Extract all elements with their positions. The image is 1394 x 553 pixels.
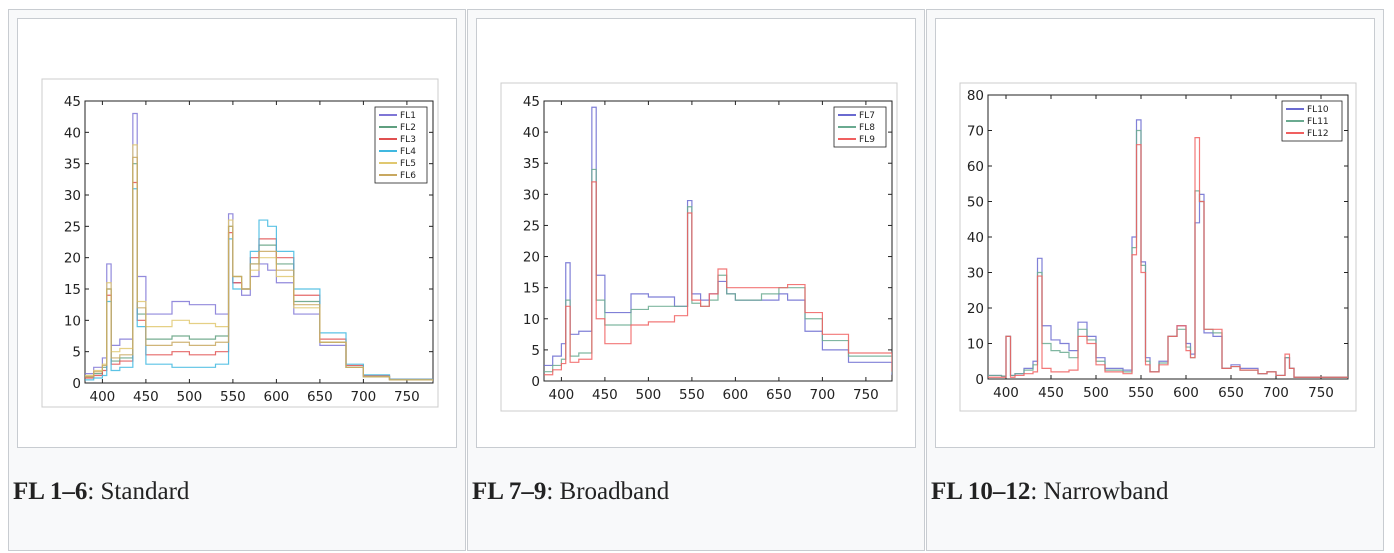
chart-thumbnail-narrowband[interactable]: 0 10 20 30 40 50 60 70 80 400 450 500 550 600 650 700 75… bbox=[935, 18, 1375, 448]
series-line-fl9 bbox=[544, 181, 892, 376]
spectrum-chart-broadband: 0 5 10 15 20 25 30 35 40 45 400 450 500 550 600 650 700 7… bbox=[500, 82, 898, 412]
y-tick-label: 25 bbox=[523, 218, 540, 234]
x-tick-label: 550 bbox=[220, 389, 246, 405]
x-tick-label: 450 bbox=[1038, 385, 1064, 401]
caption-standard: FL 1–6: Standard bbox=[9, 478, 465, 506]
caption-title: FL 7–9 bbox=[472, 478, 547, 505]
spectrum-chart-standard: 0 5 10 15 20 25 30 35 40 45 400 450 500 550 600 650 700 7… bbox=[41, 78, 439, 408]
legend-label: FL6 bbox=[400, 171, 416, 181]
x-tick-label: 700 bbox=[810, 387, 836, 403]
legend-label: FL4 bbox=[400, 147, 416, 157]
caption-title: FL 1–6 bbox=[13, 478, 88, 505]
y-tick-label: 35 bbox=[523, 156, 540, 172]
y-tick-label: 40 bbox=[523, 125, 540, 141]
x-tick-label: 450 bbox=[133, 389, 159, 405]
legend-label: FL7 bbox=[859, 111, 875, 121]
gallery-box-narrowband: 0 10 20 30 40 50 60 70 80 400 450 500 550 600 650 700 75… bbox=[926, 9, 1384, 551]
x-tick-label: 550 bbox=[1128, 385, 1154, 401]
y-tick-label: 40 bbox=[64, 125, 81, 141]
x-tick-label: 400 bbox=[993, 385, 1019, 401]
y-tick-label: 0 bbox=[531, 374, 540, 390]
x-tick-label: 650 bbox=[307, 389, 333, 405]
x-tick-label: 700 bbox=[351, 389, 377, 405]
caption-title: FL 10–12 bbox=[931, 478, 1031, 505]
chart-thumbnail-standard[interactable]: 0 5 10 15 20 25 30 35 40 45 400 450 500 550 600 650 700 7… bbox=[17, 18, 457, 448]
y-tick-label: 60 bbox=[967, 159, 984, 175]
x-tick-label: 400 bbox=[90, 389, 116, 405]
y-tick-label: 5 bbox=[72, 345, 81, 361]
y-tick-label: 70 bbox=[967, 124, 984, 140]
legend-label: FL11 bbox=[1307, 117, 1329, 127]
legend-label: FL2 bbox=[400, 123, 416, 133]
x-tick-label: 600 bbox=[1173, 385, 1199, 401]
chart-thumbnail-broadband[interactable]: 0 5 10 15 20 25 30 35 40 45 400 450 500 550 600 650 700 7… bbox=[476, 18, 916, 448]
y-tick-label: 30 bbox=[64, 188, 81, 204]
y-tick-label: 5 bbox=[531, 343, 540, 359]
gallery-box-broadband: 0 5 10 15 20 25 30 35 40 45 400 450 500 550 600 650 700 7… bbox=[467, 9, 925, 551]
x-tick-label: 500 bbox=[1083, 385, 1109, 401]
series-line-fl6 bbox=[85, 156, 433, 382]
caption-text: : Narrowband bbox=[1030, 478, 1169, 505]
series-line-fl12 bbox=[988, 137, 1348, 378]
spectrum-chart-narrowband: 0 10 20 30 40 50 60 70 80 400 450 500 550 600 650 700 75… bbox=[959, 82, 1357, 412]
y-tick-label: 0 bbox=[72, 376, 81, 392]
legend-label: FL8 bbox=[859, 123, 875, 133]
x-tick-label: 450 bbox=[592, 387, 618, 403]
y-tick-label: 10 bbox=[523, 312, 540, 328]
caption-narrowband: FL 10–12: Narrowband bbox=[927, 478, 1383, 506]
y-tick-label: 40 bbox=[967, 230, 984, 246]
legend-label: FL5 bbox=[400, 159, 416, 169]
x-tick-label: 650 bbox=[766, 387, 792, 403]
y-tick-label: 45 bbox=[523, 94, 540, 110]
y-tick-label: 20 bbox=[523, 250, 540, 266]
x-tick-label: 550 bbox=[679, 387, 705, 403]
y-tick-label: 80 bbox=[967, 88, 984, 104]
y-tick-label: 20 bbox=[967, 301, 984, 317]
plot-area bbox=[987, 94, 1349, 380]
series-line-fl7 bbox=[544, 106, 892, 375]
y-tick-label: 10 bbox=[967, 337, 984, 353]
caption-text: : Broadband bbox=[546, 478, 670, 505]
legend-label: FL10 bbox=[1307, 105, 1329, 115]
y-tick-label: 25 bbox=[64, 219, 81, 235]
legend-label: FL3 bbox=[400, 135, 416, 145]
x-tick-label: 500 bbox=[177, 389, 203, 405]
y-tick-label: 0 bbox=[975, 372, 984, 388]
x-tick-label: 400 bbox=[549, 387, 575, 403]
y-tick-label: 35 bbox=[64, 157, 81, 173]
x-tick-label: 600 bbox=[723, 387, 749, 403]
y-tick-label: 30 bbox=[523, 187, 540, 203]
x-tick-label: 750 bbox=[394, 389, 420, 405]
y-tick-label: 50 bbox=[967, 195, 984, 211]
gallery-box-standard: 0 5 10 15 20 25 30 35 40 45 400 450 500 550 600 650 700 7… bbox=[8, 9, 466, 551]
x-tick-label: 600 bbox=[264, 389, 290, 405]
caption-broadband: FL 7–9: Broadband bbox=[468, 478, 924, 506]
x-tick-label: 700 bbox=[1263, 385, 1289, 401]
legend-label: FL12 bbox=[1307, 129, 1329, 139]
y-tick-label: 10 bbox=[64, 313, 81, 329]
y-tick-label: 30 bbox=[967, 266, 984, 282]
y-tick-label: 15 bbox=[64, 282, 81, 298]
y-tick-label: 15 bbox=[523, 281, 540, 297]
x-tick-label: 750 bbox=[1308, 385, 1334, 401]
legend-label: FL9 bbox=[859, 135, 875, 145]
legend-box bbox=[374, 106, 428, 184]
legend-label: FL1 bbox=[400, 111, 416, 121]
x-tick-label: 500 bbox=[636, 387, 662, 403]
caption-text: : Standard bbox=[87, 478, 190, 505]
y-tick-label: 45 bbox=[64, 94, 81, 110]
x-tick-label: 750 bbox=[853, 387, 879, 403]
y-tick-label: 20 bbox=[64, 251, 81, 267]
x-tick-label: 650 bbox=[1218, 385, 1244, 401]
